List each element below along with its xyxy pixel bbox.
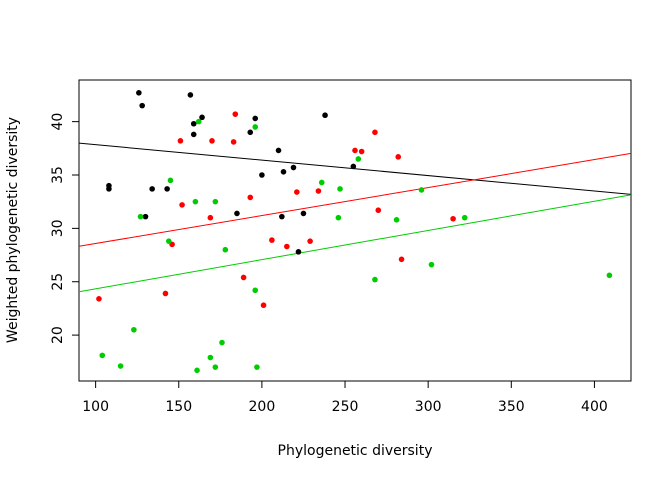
data-point: [165, 238, 172, 244]
data-point: [418, 187, 425, 193]
data-point: [375, 207, 382, 214]
data-point: [142, 213, 149, 220]
data-point: [212, 198, 219, 205]
data-point: [177, 138, 184, 144]
x-tick-label: 100: [82, 399, 109, 415]
data-point: [252, 115, 259, 122]
data-point: [117, 363, 124, 369]
y-axis: 20 25 30 35 40: [50, 113, 80, 344]
data-point: [269, 237, 275, 243]
regression-line: [79, 142, 631, 195]
data-point: [252, 124, 259, 130]
data-point: [99, 352, 106, 359]
data-point: [315, 188, 322, 194]
data-point: [307, 238, 313, 244]
data-point: [275, 147, 282, 154]
data-point: [219, 339, 225, 346]
data-point: [187, 92, 194, 98]
x-tick-label: 300: [415, 399, 442, 415]
data-point: [260, 302, 267, 309]
data-point: [234, 210, 240, 217]
data-point: [247, 194, 254, 201]
data-point: [450, 215, 456, 222]
data-point: [280, 168, 287, 175]
data-point: [398, 256, 405, 263]
data-point: [212, 364, 219, 370]
data-point: [295, 249, 302, 255]
data-point: [350, 163, 357, 170]
y-tick-label: 35: [50, 166, 66, 184]
data-point: [240, 274, 247, 281]
data-point: [393, 217, 400, 223]
data-point: [395, 154, 402, 160]
data-point: [199, 114, 205, 121]
data-point: [355, 156, 362, 162]
x-tick-label: 150: [165, 399, 192, 415]
data-point: [352, 147, 358, 154]
y-tick-label: 30: [50, 219, 66, 237]
data-point: [461, 214, 468, 221]
data-point: [194, 367, 200, 374]
data-point: [164, 186, 170, 192]
data-point: [192, 198, 199, 205]
data-point: [290, 164, 297, 171]
data-point: [190, 131, 197, 138]
data-point: [259, 172, 265, 178]
data-point: [372, 129, 378, 136]
data-point: [428, 261, 435, 268]
y-tick-label: 20: [50, 326, 66, 344]
data-point: [167, 177, 174, 184]
data-point: [284, 243, 290, 250]
data-point: [254, 364, 260, 370]
data-point: [195, 118, 202, 125]
y-tick-label: 25: [50, 273, 66, 291]
data-point: [300, 210, 307, 217]
data-point: [372, 276, 378, 283]
data-point: [162, 290, 169, 297]
x-axis: 100 150 200 250 300 350 400: [82, 380, 608, 415]
data-point: [96, 296, 102, 302]
data-point: [252, 287, 259, 294]
data-point: [209, 138, 215, 144]
data-point: [131, 326, 137, 333]
data-point: [136, 90, 142, 96]
data-point: [247, 129, 254, 136]
data-point: [322, 112, 328, 119]
data-point: [358, 148, 365, 155]
data-point: [606, 272, 613, 279]
data-point: [294, 189, 300, 195]
data-point: [179, 202, 185, 208]
data-point: [207, 214, 214, 221]
regression-lines: [79, 142, 631, 293]
y-tick-label: 40: [50, 113, 66, 131]
data-point: [137, 213, 144, 220]
plot-frame: [78, 79, 632, 382]
data-point: [337, 186, 343, 192]
data-point: [106, 186, 112, 192]
data-points: [96, 90, 613, 374]
x-tick-label: 200: [249, 399, 276, 415]
data-point: [232, 111, 239, 117]
data-point: [318, 179, 325, 186]
data-point: [139, 102, 145, 109]
data-point: [230, 139, 237, 145]
regression-line: [79, 152, 631, 247]
x-tick-label: 400: [581, 399, 608, 415]
data-point: [279, 213, 285, 220]
regression-line: [79, 194, 631, 293]
data-point: [335, 214, 342, 221]
data-point: [207, 354, 214, 361]
y-axis-title: Weighted phylogenetic diversity: [5, 117, 21, 343]
x-tick-label: 350: [498, 399, 525, 415]
data-point: [190, 120, 197, 127]
data-point: [222, 246, 229, 253]
x-tick-label: 250: [332, 399, 359, 415]
data-point: [149, 186, 155, 192]
x-axis-title: Phylogenetic diversity: [278, 443, 433, 459]
